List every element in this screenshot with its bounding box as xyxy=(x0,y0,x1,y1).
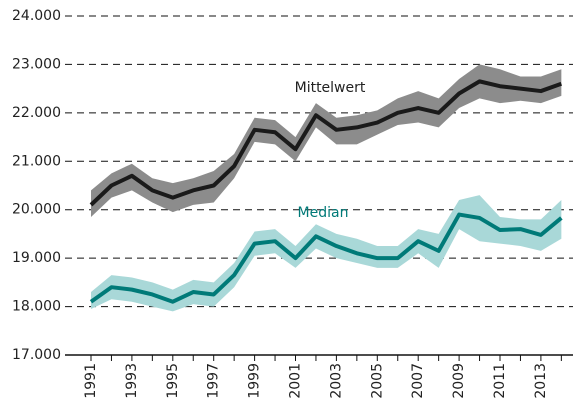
y-tick-label: 19.000 xyxy=(12,250,61,266)
series-line xyxy=(89,79,563,207)
x-tick-label: 2001 xyxy=(288,363,304,399)
series-annotation: Median xyxy=(298,205,349,221)
y-tick-label: 24.000 xyxy=(12,8,61,24)
confidence-band xyxy=(91,64,562,217)
y-tick-label: 18.000 xyxy=(12,299,61,315)
y-tick-label: 23.000 xyxy=(12,56,61,72)
x-tick-label: 1991 xyxy=(83,363,99,399)
x-tick-label: 2011 xyxy=(492,363,508,399)
y-tick-label: 21.000 xyxy=(12,153,61,169)
series-annotation: Mittelwert xyxy=(295,80,366,96)
series-line xyxy=(89,212,563,304)
y-tick-label: 20.000 xyxy=(12,202,61,218)
x-tick-label: 2007 xyxy=(410,363,426,399)
y-tick-label: 22.000 xyxy=(12,105,61,121)
x-tick-label: 1995 xyxy=(165,363,181,399)
y-tick-label: 17.000 xyxy=(12,347,61,363)
x-tick-label: 1993 xyxy=(124,363,140,399)
x-tick-label: 2005 xyxy=(369,363,385,399)
x-tick-label: 2013 xyxy=(533,363,549,399)
x-tick-label: 2003 xyxy=(328,363,344,399)
x-tick-label: 2009 xyxy=(451,363,467,399)
x-tick-label: 1997 xyxy=(206,363,222,399)
x-tick-label: 1999 xyxy=(247,363,263,399)
confidence-band xyxy=(91,195,562,312)
